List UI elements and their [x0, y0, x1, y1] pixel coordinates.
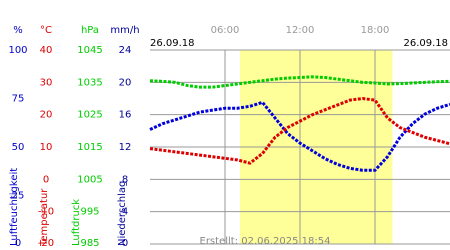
y-tick-label: 985	[80, 238, 99, 249]
series-line	[149, 100, 450, 172]
date-left: 26.09.18	[150, 38, 195, 49]
y-tick-label: 25	[12, 191, 25, 202]
series-line	[149, 75, 450, 89]
y-tick-label: 50	[12, 142, 25, 153]
y-tick-label: 0	[122, 238, 128, 249]
y-tick-label: -10	[38, 207, 54, 218]
y-tick-label: 1035	[77, 77, 102, 88]
y-tick-label: 4	[122, 207, 128, 218]
y-tick-label: 0	[15, 238, 21, 249]
x-tick-label: 06:00	[211, 25, 240, 36]
axis-title: Niederschlag	[117, 181, 128, 246]
y-tick-label: 12	[119, 142, 132, 153]
axis-unit: °C	[40, 25, 52, 36]
y-tick-label: 995	[80, 207, 99, 218]
y-tick-label: 30	[40, 77, 53, 88]
y-tick-label: 1025	[77, 110, 102, 121]
axis-title: Luftfeuchtigkeit	[9, 168, 20, 246]
footnote: Erstellt: 02.06.2025 18:54	[200, 236, 331, 247]
axis-unit: hPa	[81, 25, 99, 36]
y-tick-label: 24	[119, 45, 132, 56]
series-line	[149, 96, 450, 165]
plot	[150, 49, 450, 245]
y-tick-label: 40	[40, 45, 53, 56]
axis-unit: mm/h	[110, 25, 139, 36]
y-tick-label: 16	[119, 110, 132, 121]
y-tick-label: -20	[38, 238, 54, 249]
x-tick-label: 12:00	[286, 25, 315, 36]
y-tick-label: 20	[40, 110, 53, 121]
axis-title: Temperatur	[39, 188, 50, 247]
y-tick-label: 8	[122, 174, 128, 185]
y-tick-label: 1045	[77, 45, 102, 56]
y-tick-label: 100	[8, 45, 27, 56]
y-tick-label: 20	[119, 77, 132, 88]
axis-title: Luftdruck	[71, 199, 82, 246]
y-tick-label: 0	[43, 174, 49, 185]
axis-unit: %	[13, 25, 23, 36]
y-tick-label: 1015	[77, 142, 102, 153]
y-tick-label: 10	[40, 142, 53, 153]
y-tick-label: 1005	[77, 174, 102, 185]
y-tick-label: 75	[12, 94, 25, 105]
date-right: 26.09.18	[403, 38, 448, 49]
x-tick-label: 18:00	[361, 25, 390, 36]
